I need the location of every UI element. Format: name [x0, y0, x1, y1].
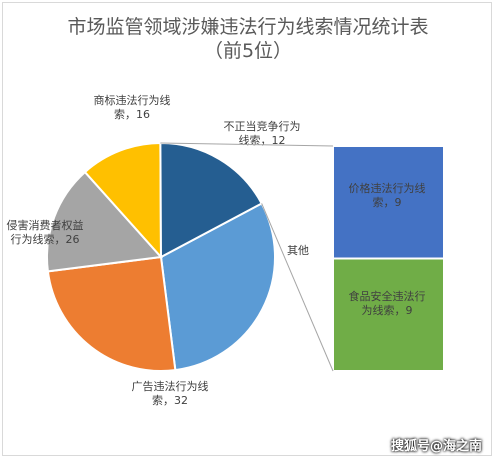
slice-label: 广告违法行为线索，32	[132, 379, 209, 407]
slice-label: 商标违法行为线索，16	[94, 93, 171, 121]
pie-slice	[159, 202, 276, 372]
slice-label: 不正当竞争行为线索，12	[224, 119, 301, 147]
chart-subtitle: （前5位）	[203, 40, 293, 62]
chart-frame	[2, 2, 492, 456]
watermark: 搜狐号@海之南	[390, 439, 482, 454]
pie-slice	[46, 170, 164, 273]
breakdown-segment	[332, 257, 445, 372]
pie-slice	[46, 255, 177, 372]
connector-line	[261, 203, 334, 372]
slice-label: 其他	[287, 244, 309, 257]
breakdown-label: 价格违法行为线索，9	[349, 181, 426, 209]
pie-slice	[83, 141, 163, 260]
breakdown-label: 食品安全违法行为线索，9	[349, 289, 426, 317]
chart-title: 市场监管领域涉嫌违法行为线索情况统计表	[67, 16, 429, 38]
connector-line	[160, 142, 334, 147]
slice-label: 侵害消费者权益行为线索，26	[7, 218, 84, 246]
